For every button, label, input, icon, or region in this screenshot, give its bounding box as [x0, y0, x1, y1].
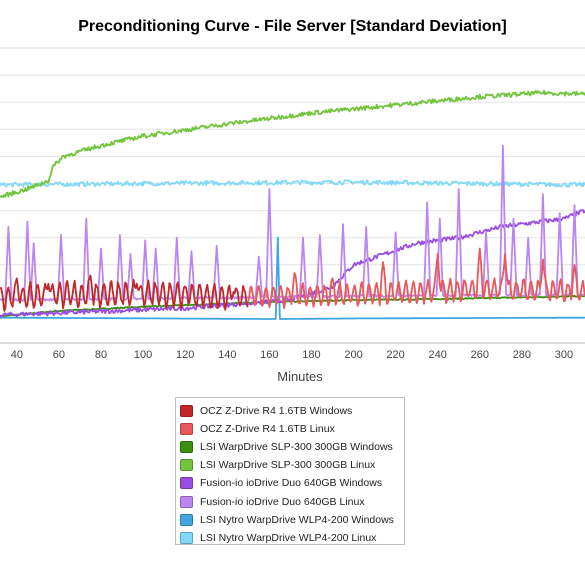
x-tick-label: 180 [302, 349, 320, 361]
x-axis: 40 60 80 100 120 140 160 180 200 220 240 260 280 300 [0, 342, 585, 361]
legend-label: OCZ Z-Drive R4 1.6TB Linux [200, 423, 335, 436]
legend-label: Fusion-io ioDrive Duo 640GB Windows [200, 477, 383, 490]
legend-label: LSI WarpDrive SLP-300 300GB Linux [200, 459, 376, 472]
legend-item[interactable]: LSI Nytro WarpDrive WLP4-200 Linux [180, 529, 404, 547]
x-tick-label: 60 [53, 349, 65, 361]
legend-swatch [180, 495, 193, 508]
legend-item[interactable]: LSI Nytro WarpDrive WLP4-200 Windows [180, 511, 404, 529]
legend-item[interactable]: LSI WarpDrive SLP-300 300GB Windows [180, 438, 404, 456]
legend-item[interactable]: Fusion-io ioDrive Duo 640GB Windows [180, 474, 404, 492]
x-tick-label: 280 [513, 349, 531, 361]
legend-item[interactable]: OCZ Z-Drive R4 1.6TB Windows [180, 402, 404, 420]
x-tick-label: 140 [218, 349, 236, 361]
legend-item[interactable]: Fusion-io ioDrive Duo 640GB Linux [180, 492, 404, 510]
legend-swatch [180, 477, 193, 490]
legend-label: LSI Nytro WarpDrive WLP4-200 Linux [200, 531, 377, 544]
legend-swatch [180, 531, 193, 544]
legend-swatch [180, 513, 193, 526]
legend-swatch [180, 423, 193, 436]
x-tick-label: 100 [134, 349, 152, 361]
legend-label: OCZ Z-Drive R4 1.6TB Windows [200, 405, 353, 418]
chart-title: Preconditioning Curve - File Server [Sta… [78, 18, 507, 35]
x-tick-label: 260 [471, 349, 489, 361]
x-tick-label: 200 [344, 349, 362, 361]
chart-plot-area: 40 60 80 100 120 140 160 180 200 220 240 260 280 300 … [0, 47, 585, 384]
x-tick-label: 240 [429, 349, 447, 361]
series-line [0, 144, 585, 302]
series-line [247, 247, 585, 310]
legend-swatch [180, 441, 193, 454]
x-tick-label: 300 [555, 349, 573, 361]
legend-label: LSI WarpDrive SLP-300 300GB Windows [200, 441, 393, 454]
x-tick-label: 80 [95, 349, 107, 361]
legend-swatch [180, 459, 193, 472]
series-line [0, 89, 585, 199]
legend-item[interactable]: LSI WarpDrive SLP-300 300GB Linux [180, 456, 404, 474]
legend-swatch [180, 405, 193, 418]
legend-label: LSI Nytro WarpDrive WLP4-200 Windows [200, 513, 394, 526]
x-tick-label: 160 [260, 349, 278, 361]
x-tick-label: 120 [176, 349, 194, 361]
x-axis-title: Minutes [277, 369, 323, 384]
x-tick-label: 40 [11, 349, 23, 361]
legend-label: Fusion-io ioDrive Duo 640GB Linux [200, 495, 365, 508]
series-line [0, 274, 249, 312]
series-line [0, 236, 585, 320]
x-tick-label: 220 [386, 349, 404, 361]
series-lines [0, 89, 585, 320]
series-line [0, 179, 585, 188]
chart-legend: OCZ Z-Drive R4 1.6TB Windows OCZ Z-Drive … [175, 397, 405, 545]
legend-item[interactable]: OCZ Z-Drive R4 1.6TB Linux [180, 420, 404, 438]
